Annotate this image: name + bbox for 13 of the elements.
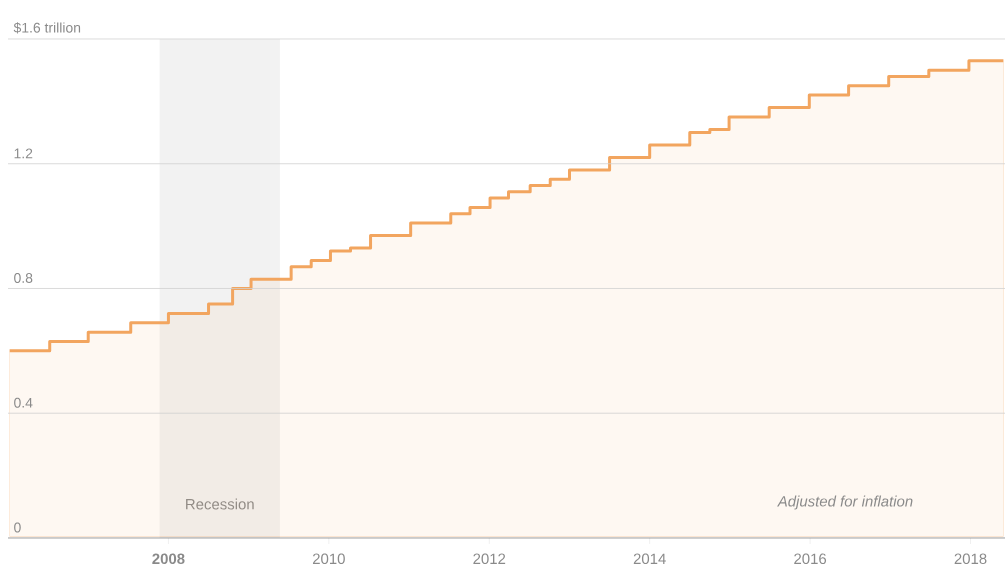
y-tick-label: 0.8 [14,273,33,283]
y-tick-label: 1.2 [14,148,33,159]
x-tick-label: 2010 [312,553,345,565]
x-tick-label: 2008 [152,553,185,565]
y-tick-label: 0 [14,522,21,533]
y-tick-label: $1.6 trillion [13,22,81,34]
x-tick-label: 2014 [633,553,666,565]
x-tick-label: 2016 [794,553,827,565]
x-tick-label: 2012 [473,553,506,565]
band-label: Recession [186,498,254,510]
y-tick-label: 0.4 [14,397,33,408]
x-tick-label: 2018 [954,553,987,565]
annotation: Adjusted for inflation [777,495,913,510]
